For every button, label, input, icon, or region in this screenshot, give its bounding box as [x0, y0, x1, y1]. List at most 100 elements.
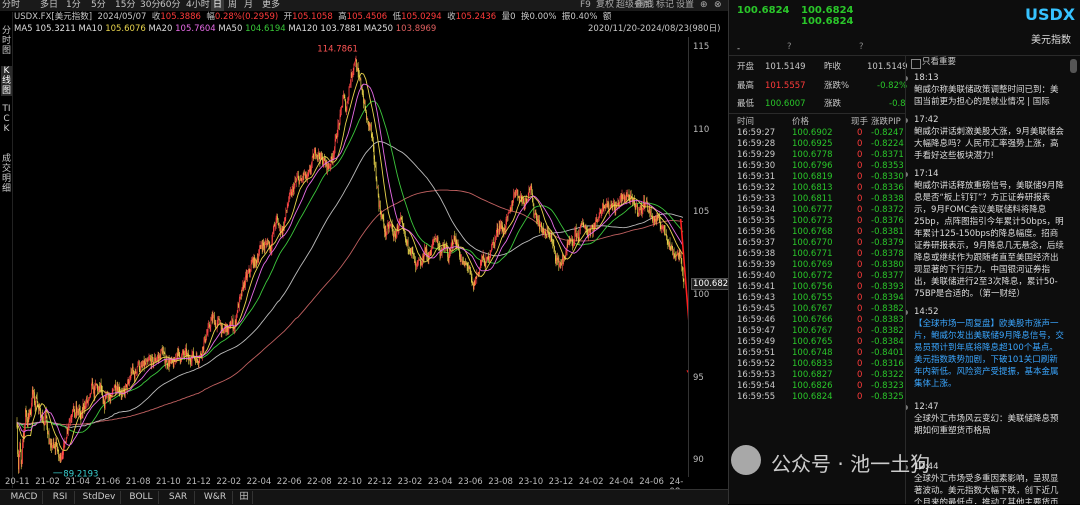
- timeframe-8[interactable]: 日: [211, 0, 225, 11]
- toolbar-action-4[interactable]: 设置: [676, 0, 695, 10]
- candle-body: [316, 154, 318, 157]
- news-item[interactable]: 18:13 鲍威尔称美联储政策调整时间已到：美国当前更为担心的是就业情况 | 国际: [914, 72, 1064, 108]
- f9-label[interactable]: F9: [580, 0, 591, 10]
- candle-body: [390, 224, 392, 226]
- candle-body: [584, 227, 585, 228]
- timeframe-11[interactable]: 更多: [262, 0, 281, 10]
- candle-body: [354, 63, 355, 64]
- candle-body: [321, 156, 323, 158]
- view-timeshare[interactable]: 分时图: [1, 26, 11, 56]
- tick-pip: -0.8353: [871, 161, 904, 171]
- timeframe-2[interactable]: 1分: [66, 0, 81, 10]
- candle-body: [659, 217, 660, 223]
- toolbar-action-3[interactable]: 标记: [656, 0, 675, 10]
- candle-body: [316, 156, 317, 157]
- candle-body: [133, 371, 134, 374]
- important-only-label[interactable]: 只看重要: [922, 57, 957, 67]
- candle-body: [579, 230, 580, 240]
- candle-body: [200, 353, 202, 355]
- magnifier-icon[interactable]: ⊕: [700, 0, 708, 10]
- candle-body: [424, 247, 426, 256]
- candle-body: [445, 246, 447, 247]
- timeframe-5[interactable]: 30分: [140, 0, 161, 10]
- timeframe-3[interactable]: 5分: [91, 0, 106, 10]
- news-scrollbar[interactable]: [1070, 59, 1077, 73]
- candle-body: [621, 195, 622, 200]
- candle-body: [69, 420, 71, 423]
- indicator-tab-0[interactable]: MACD: [6, 491, 43, 504]
- view-kline[interactable]: K线图: [1, 66, 12, 96]
- candle-body: [215, 322, 216, 329]
- tick-price: 100.6827: [792, 370, 833, 380]
- candle-body: [214, 322, 216, 325]
- timeframe-6[interactable]: 60分: [160, 0, 181, 10]
- timeframe-1[interactable]: 多日: [40, 0, 59, 10]
- news-item[interactable]: 12:44 全球外汇市场受多重因素影响，呈现显著波动。美元指数大幅下跌，创下近几个…: [914, 461, 1064, 504]
- candle-body: [102, 390, 103, 397]
- candle-body: [291, 189, 293, 196]
- candle-body: [129, 380, 130, 384]
- candle-body: [182, 353, 183, 355]
- candle-body: [459, 256, 461, 261]
- candle-body: [257, 258, 258, 264]
- news-item[interactable]: 14:52 【全球市场一周复盘】欧美股市涨声一片，鲍威尔发出美联储9月降息信号，交…: [914, 306, 1064, 390]
- candle-body: [166, 359, 168, 366]
- view-tick[interactable]: TICK: [2, 104, 11, 134]
- kline-chart[interactable]: 114.7861 89.2193: [13, 37, 688, 477]
- timeframe-0[interactable]: 分时: [2, 0, 21, 10]
- candle-body: [440, 252, 442, 256]
- candle-body: [541, 227, 543, 232]
- candle-body: [20, 443, 21, 452]
- candle-body: [591, 227, 593, 228]
- view-trade-detail[interactable]: 成交明细: [1, 154, 11, 194]
- x-tick-label: 22-10: [337, 477, 362, 487]
- candle-body: [598, 218, 599, 220]
- candle-body: [127, 383, 128, 390]
- indicator-tab-6[interactable]: 田: [236, 491, 253, 504]
- tick-row: 16:59:53 100.6827 0 -0.8322: [737, 370, 905, 381]
- candle-body: [545, 231, 546, 236]
- candle-body: [354, 61, 356, 64]
- candle-body: [74, 409, 75, 418]
- candle-body: [218, 318, 219, 321]
- candle-body: [362, 94, 364, 96]
- indicator-tab-1[interactable]: RSI: [46, 491, 75, 504]
- news-item[interactable]: 17:14 鲍威尔讲话释放重磅信号，美联储9月降息是否“板上钉钉”？方正证券研报表…: [914, 168, 1064, 300]
- tick-pip: -0.8394: [871, 293, 904, 303]
- symbol-label: USDX.FX[美元指数]: [14, 12, 93, 22]
- important-only-checkbox[interactable]: [911, 59, 921, 69]
- timeframe-10[interactable]: 月: [244, 0, 254, 10]
- candle-body: [601, 212, 603, 213]
- indicator-tab-5[interactable]: W&R: [198, 491, 233, 504]
- candle-body: [305, 172, 307, 179]
- trend-arrow-0: [679, 218, 688, 383]
- indicator-tab-3[interactable]: BOLL: [124, 491, 159, 504]
- open-value: 105.1058: [292, 12, 333, 22]
- toolbar-action-0[interactable]: 复权: [596, 0, 615, 10]
- candle-body: [169, 361, 171, 366]
- candle-body: [132, 366, 134, 372]
- candle-body: [671, 246, 673, 249]
- candle-body: [407, 240, 408, 244]
- toolbar-action-2[interactable]: 画线: [636, 0, 655, 10]
- news-panel[interactable]: 只看重要 18:13 鲍威尔称美联储政策调整时间已到：美国当前更为担心的是就业情况…: [905, 56, 1080, 504]
- timeframe-9[interactable]: 周: [228, 0, 238, 10]
- news-text: 鲍威尔讲话刺激美股大涨，9月美联储会大幅降息吗？人民币汇率强势上涨，高手看好这些…: [914, 127, 1064, 161]
- candle-body: [323, 158, 325, 163]
- indicator-tab-2[interactable]: StdDev: [78, 491, 121, 504]
- indicator-tab-4[interactable]: SAR: [162, 491, 195, 504]
- candle-body: [275, 217, 277, 226]
- candle-body: [462, 261, 464, 264]
- close-icon[interactable]: ⊗: [714, 0, 722, 10]
- news-item[interactable]: 17:42 鲍威尔讲话刺激美股大涨，9月美联储会大幅降息吗？人民币汇率强势上涨，高…: [914, 114, 1064, 162]
- candle-body: [570, 240, 571, 242]
- timeframe-7[interactable]: 4小时: [186, 0, 210, 10]
- candle-body: [136, 366, 138, 372]
- toolbar-action-1[interactable]: 超级叠加: [616, 0, 653, 10]
- close2-label: 收: [447, 12, 456, 22]
- candle-body: [514, 193, 515, 195]
- candle-body: [655, 218, 656, 222]
- news-item[interactable]: 12:47 全球外汇市场风云变幻：美联储降息预期如何重塑货币格局: [914, 401, 1064, 437]
- timeframe-4[interactable]: 15分: [115, 0, 136, 10]
- candle-body: [359, 78, 361, 80]
